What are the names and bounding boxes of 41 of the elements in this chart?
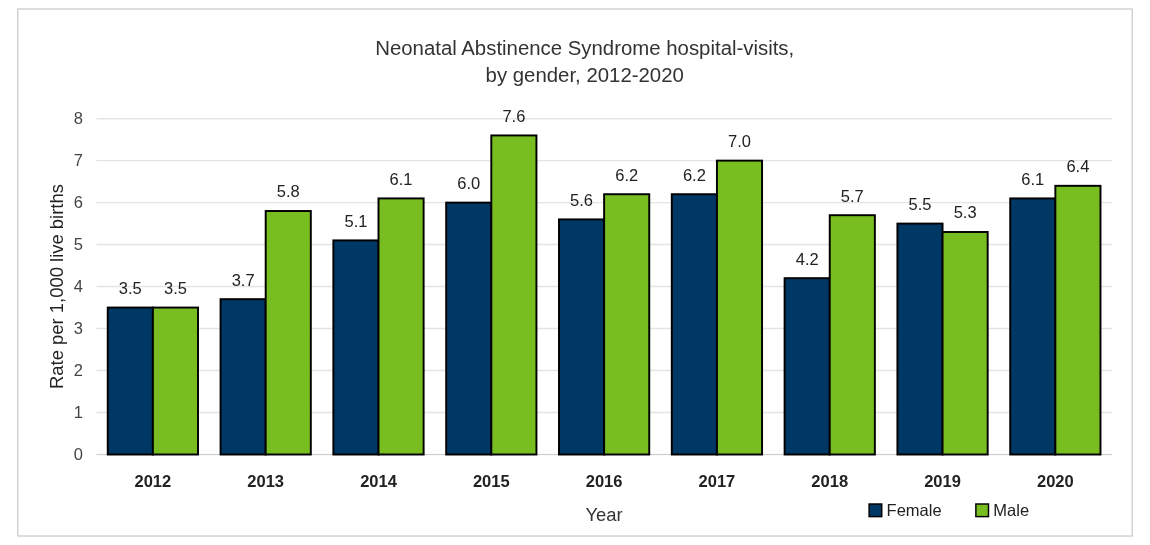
y-tick-label: 0 [73,445,83,464]
y-tick-label: 7 [73,151,83,170]
legend-label: Male [993,500,1030,519]
data-label: 5.8 [276,182,300,201]
x-tick-label: 2020 [1037,472,1074,491]
y-tick-label: 3 [73,319,83,338]
data-label: 7.6 [502,106,526,125]
data-label: 5.5 [908,195,932,214]
legend-label: Female [886,500,942,519]
data-label: 5.3 [953,203,977,222]
data-label: 5.7 [840,186,864,205]
chart-title: Neonatal Abstinence Syndrome hospital-visits, by gender, 2012-2020 [375,36,795,86]
data-label: 3.5 [118,278,142,297]
data-label: 6.0 [457,174,481,193]
x-tick-label: 2017 [698,472,736,491]
x-tick-label: 2015 [472,472,510,491]
x-axis-title: Year [585,504,623,526]
x-tick-label: 2014 [360,472,398,491]
x-tick-label: 2012 [134,472,172,491]
data-label: 5.1 [344,211,368,230]
data-label: 6.2 [615,165,639,184]
data-label: 5.6 [570,190,594,209]
x-tick-label: 2016 [585,472,623,491]
y-tick-label: 2 [73,361,83,380]
data-label: 6.1 [1021,169,1045,188]
x-tick-label: 2013 [247,472,285,491]
data-label: 6.1 [389,169,413,188]
data-label: 7.0 [728,132,751,151]
x-tick-label: 2019 [924,472,961,491]
y-tick-label: 8 [73,109,83,128]
y-axis-title: Rate per 1,000 live births [46,184,68,390]
y-tick-label: 6 [73,193,83,212]
data-label: 4.2 [795,249,819,268]
data-label: 6.2 [682,165,706,184]
data-label: 6.4 [1066,157,1090,176]
data-label: 3.7 [231,270,255,289]
x-tick-label: 2018 [811,472,849,491]
y-tick-label: 5 [73,235,83,254]
data-label: 3.5 [163,278,187,297]
y-tick-label: 4 [73,277,83,296]
y-tick-label: 1 [73,403,83,422]
